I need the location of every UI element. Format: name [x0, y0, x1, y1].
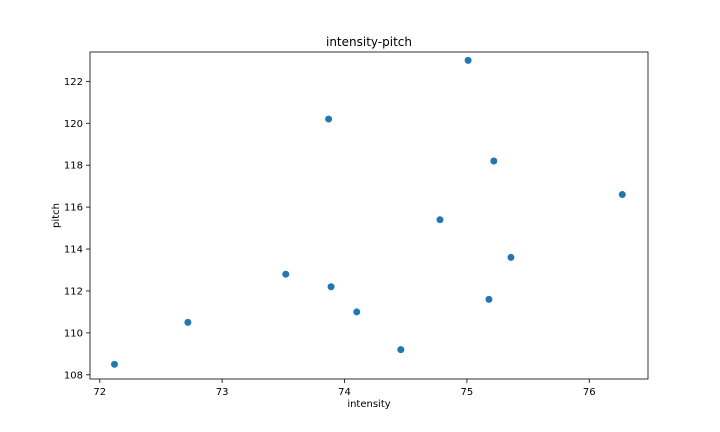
x-tick-label: 74 — [338, 387, 351, 398]
scatter-point — [507, 253, 515, 261]
scatter-point — [485, 295, 493, 303]
y-tick-label: 108 — [64, 370, 83, 381]
chart-title: intensity-pitch — [326, 35, 412, 49]
x-tick-label: 73 — [216, 387, 229, 398]
scatter-point — [282, 270, 290, 278]
scatter-point — [184, 318, 192, 326]
y-tick-label: 114 — [64, 245, 83, 256]
scatter-point — [464, 56, 472, 64]
x-axis-ticks: 72 73 74 75 76 — [93, 379, 596, 398]
scatter-point — [397, 346, 405, 354]
scatter-point — [325, 115, 333, 123]
scatter-point — [327, 283, 335, 291]
y-tick-label: 120 — [64, 119, 83, 130]
y-axis-label: pitch — [51, 203, 62, 228]
x-tick-label: 76 — [583, 387, 596, 398]
scatter-point — [110, 360, 118, 368]
scatter-point — [436, 216, 444, 224]
y-axis-ticks: 108 110 112 114 116 118 120 122 — [64, 77, 90, 381]
plot-frame — [89, 51, 649, 380]
y-tick-label: 118 — [64, 161, 83, 172]
y-tick-label: 116 — [64, 203, 83, 214]
x-tick-label: 75 — [461, 387, 474, 398]
x-tick-label: 72 — [93, 387, 106, 398]
y-tick-label: 122 — [64, 77, 83, 88]
y-tick-label: 112 — [64, 286, 83, 297]
y-tick-label: 110 — [64, 328, 83, 339]
x-axis-label: intensity — [347, 399, 390, 410]
scatter-point — [353, 308, 361, 316]
scatter-point — [490, 157, 498, 165]
scatter-point — [618, 191, 626, 199]
points-layer — [110, 56, 626, 368]
